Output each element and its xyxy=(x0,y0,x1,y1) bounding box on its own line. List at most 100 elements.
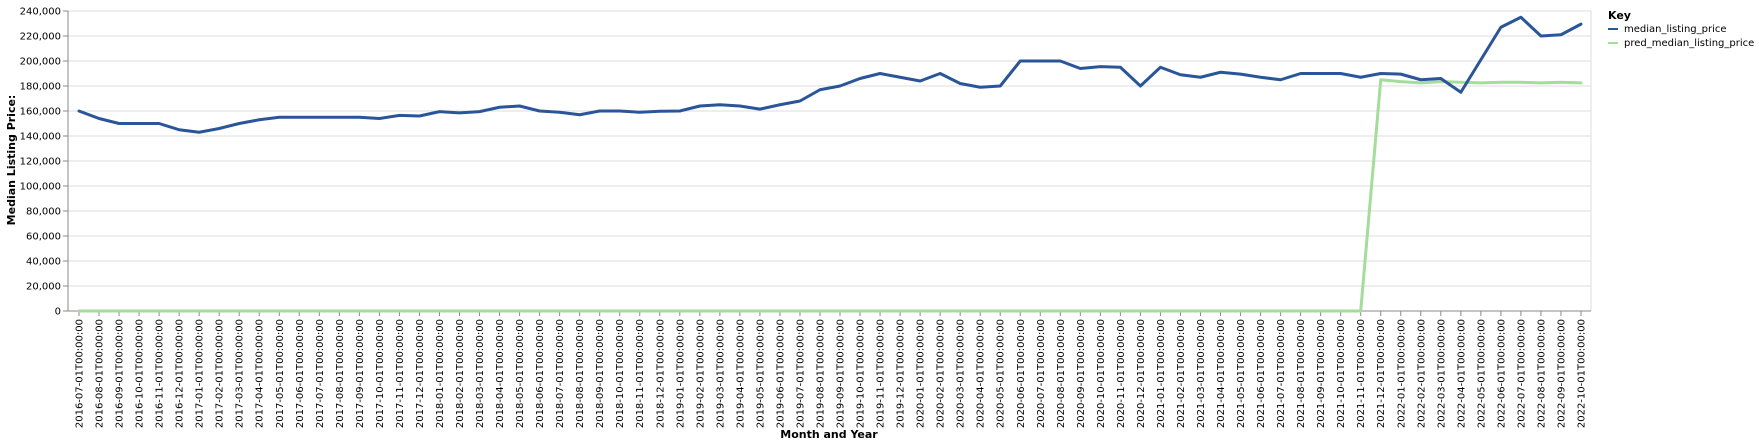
y-tick-label: 240,000 xyxy=(20,7,61,18)
x-tick-label: 2017-05-01T00:00:00 xyxy=(275,319,286,428)
x-tick-label: 2021-09-01T00:00:00 xyxy=(1316,319,1327,428)
x-tick-label: 2019-09-01T00:00:00 xyxy=(836,319,847,428)
legend-label: median_listing_price xyxy=(1624,24,1727,35)
x-tick-label: 2021-01-01T00:00:00 xyxy=(1156,319,1167,428)
x-tick-label: 2021-06-01T00:00:00 xyxy=(1256,319,1267,428)
x-tick-label: 2018-06-01T00:00:00 xyxy=(535,319,546,428)
x-tick-label: 2020-08-01T00:00:00 xyxy=(1056,319,1067,428)
series-layer xyxy=(77,15,1583,313)
x-tick-label: 2018-05-01T00:00:00 xyxy=(515,319,526,428)
x-tick-label: 2017-03-01T00:00:00 xyxy=(235,319,246,428)
y-tick-label: 100,000 xyxy=(20,182,61,193)
x-tick-label: 2020-04-01T00:00:00 xyxy=(976,319,987,428)
x-tick-label: 2019-03-01T00:00:00 xyxy=(715,319,726,428)
x-tick-label: 2021-08-01T00:00:00 xyxy=(1296,319,1307,428)
y-tick-label: 40,000 xyxy=(26,257,61,268)
x-axis-title: Month and Year xyxy=(780,428,878,441)
x-tick-label: 2022-09-01T00:00:00 xyxy=(1556,319,1567,428)
x-tick-label: 2017-11-01T00:00:00 xyxy=(395,319,406,428)
x-tick-label: 2019-06-01T00:00:00 xyxy=(775,319,786,428)
x-tick-label: 2019-11-01T00:00:00 xyxy=(876,319,887,428)
x-tick-label: 2021-02-01T00:00:00 xyxy=(1176,319,1187,428)
y-tick-label: 140,000 xyxy=(20,132,61,143)
x-tick-label: 2016-10-01T00:00:00 xyxy=(135,319,146,428)
x-tick-label: 2021-05-01T00:00:00 xyxy=(1236,319,1247,428)
y-tick-label: 60,000 xyxy=(26,232,61,243)
x-tick-label: 2019-08-01T00:00:00 xyxy=(815,319,826,428)
y-tick-label: 20,000 xyxy=(26,282,61,293)
x-tick-label: 2017-09-01T00:00:00 xyxy=(355,319,366,428)
x-tick-label: 2020-03-01T00:00:00 xyxy=(956,319,967,428)
x-tick-label: 2021-12-01T00:00:00 xyxy=(1376,319,1387,428)
x-tick-label: 2019-10-01T00:00:00 xyxy=(856,319,867,428)
x-tick-label: 2019-01-01T00:00:00 xyxy=(675,319,686,428)
legend-label: pred_median_listing_price xyxy=(1624,38,1754,49)
x-tick-label: 2022-10-01T00:00:00 xyxy=(1577,319,1588,428)
x-tick-label: 2018-09-01T00:00:00 xyxy=(595,319,606,428)
grid-layer xyxy=(68,10,1592,312)
x-tick-label: 2022-02-01T00:00:00 xyxy=(1416,319,1427,428)
x-tick-label: 2020-01-01T00:00:00 xyxy=(916,319,927,428)
legend-title: Key xyxy=(1608,9,1631,22)
x-tick-label: 2016-07-01T00:00:00 xyxy=(75,319,86,428)
x-tick-label: 2017-07-01T00:00:00 xyxy=(315,319,326,428)
y-tick-label: 160,000 xyxy=(20,107,61,118)
x-tick-label: 2021-04-01T00:00:00 xyxy=(1216,319,1227,428)
x-tick-label: 2020-02-01T00:00:00 xyxy=(936,319,947,428)
x-tick-label: 2018-07-01T00:00:00 xyxy=(555,319,566,428)
series-line-pred-median-listing-price xyxy=(77,78,1583,313)
x-tick-label: 2021-07-01T00:00:00 xyxy=(1276,319,1287,428)
x-tick-label: 2020-07-01T00:00:00 xyxy=(1036,319,1047,428)
x-tick-label: 2022-06-01T00:00:00 xyxy=(1496,319,1507,428)
x-tick-label: 2017-12-01T00:00:00 xyxy=(415,319,426,428)
x-tick-label: 2016-09-01T00:00:00 xyxy=(115,319,126,428)
x-tick-label: 2019-02-01T00:00:00 xyxy=(695,319,706,428)
x-tick-label: 2019-07-01T00:00:00 xyxy=(795,319,806,428)
x-tick-label: 2018-01-01T00:00:00 xyxy=(435,319,446,428)
x-tick-label: 2016-11-01T00:00:00 xyxy=(155,319,166,428)
x-tick-label: 2022-08-01T00:00:00 xyxy=(1536,319,1547,428)
x-tick-label: 2016-08-01T00:00:00 xyxy=(95,319,106,428)
x-tick-label: 2019-04-01T00:00:00 xyxy=(735,319,746,428)
x-tick-label: 2020-10-01T00:00:00 xyxy=(1096,319,1107,428)
x-tick-label: 2017-04-01T00:00:00 xyxy=(255,319,266,428)
legend: Key median_listing_price pred_median_list… xyxy=(1608,9,1754,49)
x-tick-label: 2018-08-01T00:00:00 xyxy=(575,319,586,428)
x-tick-label: 2019-05-01T00:00:00 xyxy=(755,319,766,428)
x-tick-label: 2019-12-01T00:00:00 xyxy=(896,319,907,428)
x-tick-label: 2017-10-01T00:00:00 xyxy=(375,319,386,428)
x-tick-label: 2022-03-01T00:00:00 xyxy=(1436,319,1447,428)
x-tick-label: 2018-04-01T00:00:00 xyxy=(495,319,506,428)
y-tick-label: 220,000 xyxy=(20,32,61,43)
x-tick-label: 2020-12-01T00:00:00 xyxy=(1136,319,1147,428)
y-tick-label: 200,000 xyxy=(20,57,61,68)
y-axis-title: Median Listing Price: xyxy=(5,95,18,226)
x-tick-label: 2018-10-01T00:00:00 xyxy=(615,319,626,428)
x-tick-label: 2020-09-01T00:00:00 xyxy=(1076,319,1087,428)
x-tick-label: 2021-03-01T00:00:00 xyxy=(1196,319,1207,428)
x-tick-label: 2021-10-01T00:00:00 xyxy=(1336,319,1347,428)
x-tick-label: 2018-03-01T00:00:00 xyxy=(475,319,486,428)
x-tick-label: 2018-11-01T00:00:00 xyxy=(635,319,646,428)
x-tick-label: 2021-11-01T00:00:00 xyxy=(1356,319,1367,428)
x-tick-label: 2022-04-01T00:00:00 xyxy=(1456,319,1467,428)
x-tick-label: 2022-01-01T00:00:00 xyxy=(1396,319,1407,428)
x-tick-label: 2020-11-01T00:00:00 xyxy=(1116,319,1127,428)
y-tick-label: 180,000 xyxy=(20,82,61,93)
x-tick-label: 2020-05-01T00:00:00 xyxy=(996,319,1007,428)
x-tick-label: 2018-12-01T00:00:00 xyxy=(655,319,666,428)
y-tick-label: 0 xyxy=(55,307,61,318)
y-tick-label: 120,000 xyxy=(20,157,61,168)
x-tick-label: 2022-07-01T00:00:00 xyxy=(1516,319,1527,428)
x-tick-label: 2017-08-01T00:00:00 xyxy=(335,319,346,428)
x-tick-label: 2017-02-01T00:00:00 xyxy=(215,319,226,428)
y-tick-label: 80,000 xyxy=(26,207,61,218)
x-tick-label: 2018-02-01T00:00:00 xyxy=(455,319,466,428)
x-tick-label: 2017-06-01T00:00:00 xyxy=(295,319,306,428)
x-tick-label: 2016-12-01T00:00:00 xyxy=(175,319,186,428)
series-line-median-listing-price xyxy=(77,15,1583,134)
axis-layer: 0 20,000 40,000 60,000 80,000 100,000 120,000 1… xyxy=(20,7,1591,428)
x-tick-label: 2020-06-01T00:00:00 xyxy=(1016,319,1027,428)
